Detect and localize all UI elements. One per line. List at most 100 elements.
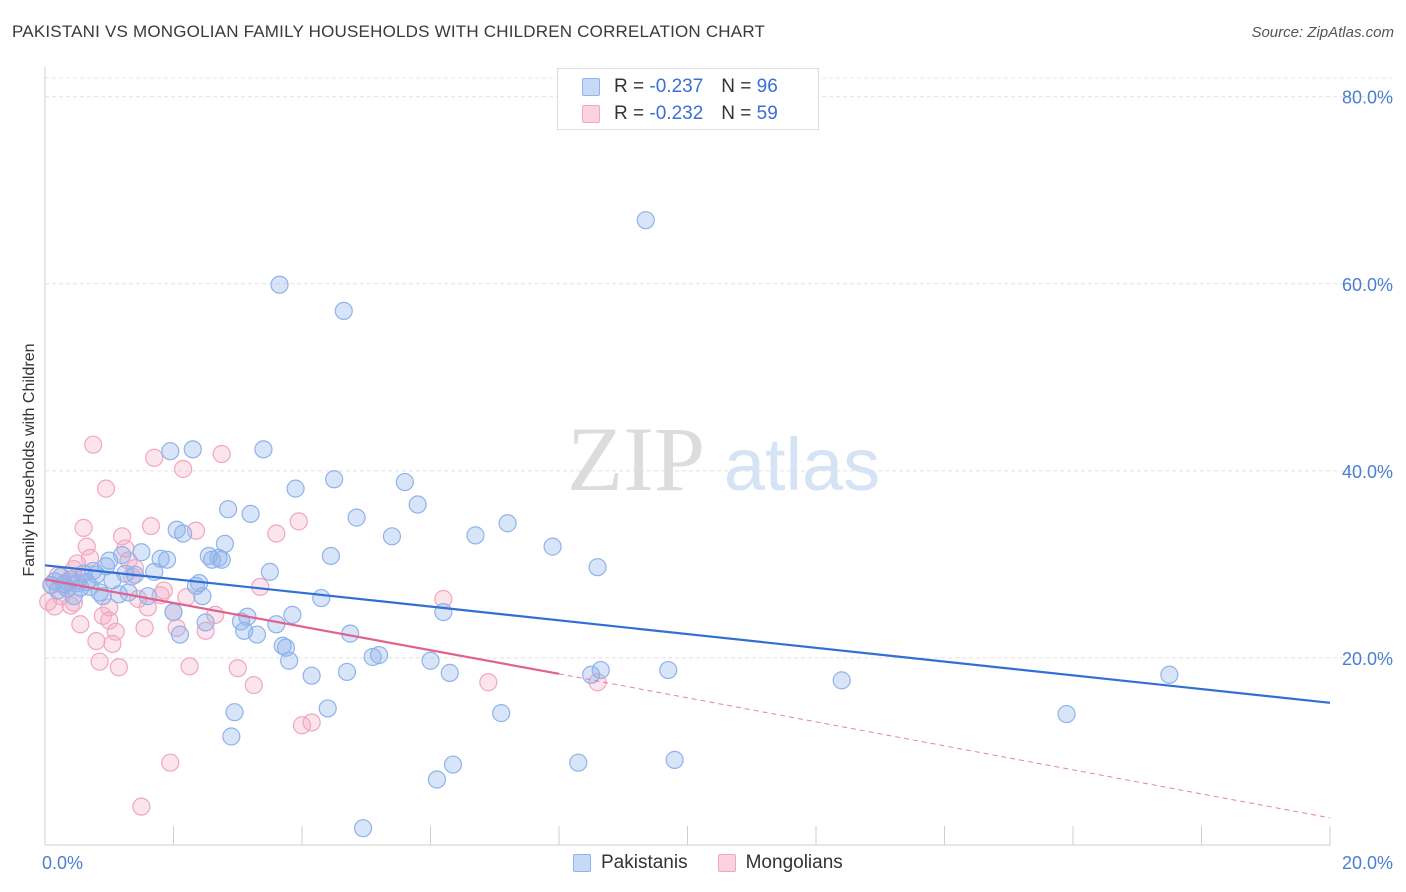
legend-r-value-pakistanis: -0.237 bbox=[649, 76, 704, 97]
pakistanis-point bbox=[215, 534, 234, 553]
mongolians-point bbox=[180, 657, 199, 676]
pakistanis-point bbox=[466, 526, 485, 545]
mongolians-point bbox=[125, 559, 145, 578]
pakistanis-point bbox=[157, 550, 177, 569]
legend-swatch-pakistanis bbox=[582, 78, 600, 96]
pakistanis-point bbox=[395, 472, 414, 492]
pakistanis-point bbox=[93, 587, 112, 606]
pakistanis-point bbox=[132, 543, 151, 562]
mongolians-point bbox=[267, 524, 286, 543]
series-swatch-mongolians bbox=[717, 854, 736, 872]
pakistanis-point bbox=[119, 583, 138, 602]
mongolians-point bbox=[90, 652, 109, 671]
pakistanis-point bbox=[588, 558, 607, 577]
mongolians-point bbox=[84, 435, 103, 454]
mongolians-point bbox=[154, 581, 173, 600]
pakistanis-point bbox=[337, 662, 357, 682]
pakistanis-point bbox=[193, 587, 212, 606]
grid-lines bbox=[45, 77, 1392, 659]
x-tick-label: 0.0% bbox=[42, 853, 83, 873]
pakistanis-trend-line bbox=[44, 564, 1331, 704]
legend-r-value-mongolians: -0.232 bbox=[649, 103, 704, 124]
pakistanis-point bbox=[183, 440, 202, 459]
pakistanis-point bbox=[273, 636, 292, 655]
source-credit: Source: ZipAtlas.com bbox=[1251, 24, 1394, 41]
series-label-pakistanis: Pakistanis bbox=[601, 852, 688, 873]
mongolians-point bbox=[244, 675, 263, 695]
y-tick-label: 60.0% bbox=[1342, 275, 1393, 295]
series-label-mongolians: Mongolians bbox=[745, 852, 843, 873]
pakistanis-point bbox=[267, 615, 286, 634]
pakistanis-point bbox=[260, 562, 279, 581]
mongolians-point bbox=[161, 753, 180, 772]
mongolians-point bbox=[141, 516, 161, 536]
watermark-zip: ZIP bbox=[567, 408, 705, 510]
mongolians-point bbox=[302, 713, 321, 732]
mongolians-point bbox=[132, 797, 151, 816]
pakistanis-point bbox=[421, 651, 440, 670]
pakistanis-point bbox=[832, 671, 851, 690]
pakistanis-point bbox=[283, 605, 302, 625]
mongolians-point bbox=[87, 631, 106, 651]
legend-n-label: N = bbox=[721, 76, 752, 97]
pakistanis-point bbox=[363, 647, 382, 667]
legend-n-value-pakistanis: 96 bbox=[756, 76, 778, 97]
pakistanis-point bbox=[1057, 704, 1076, 724]
pakistanis-point bbox=[492, 704, 511, 723]
legend-r-label: R = bbox=[614, 76, 645, 97]
pakistanis-point bbox=[280, 651, 299, 670]
x-tick-label: 20.0% bbox=[1342, 853, 1393, 873]
mongolians-trend-extension bbox=[558, 673, 1331, 819]
legend-n-label: N = bbox=[721, 103, 752, 124]
mongolians-trend-line bbox=[44, 578, 560, 675]
pakistanis-point bbox=[591, 660, 610, 680]
pakistanis-point bbox=[659, 660, 678, 680]
mongolians-point bbox=[100, 598, 119, 617]
pakistanis-point bbox=[569, 753, 588, 772]
mongolians-point bbox=[71, 615, 90, 634]
pakistanis-point bbox=[241, 504, 260, 523]
pakistanis-point bbox=[170, 625, 190, 644]
pakistanis-point bbox=[408, 495, 427, 514]
series-legend-pakistanis[interactable]: Pakistanis bbox=[573, 852, 688, 874]
pakistanis-point bbox=[219, 500, 238, 519]
mongolians-point bbox=[145, 448, 164, 467]
mongolians-point bbox=[135, 618, 154, 638]
pakistanis-point bbox=[443, 755, 463, 774]
mongolians-point bbox=[74, 518, 93, 538]
chart-title: PAKISTANI VS MONGOLIAN FAMILY HOUSEHOLDS… bbox=[12, 22, 766, 41]
axes bbox=[44, 67, 1331, 846]
pakistanis-point bbox=[382, 527, 402, 546]
pakistanis-point bbox=[202, 550, 222, 569]
pakistanis-point bbox=[174, 524, 193, 543]
pakistanis-point bbox=[312, 588, 331, 608]
mongolians-point bbox=[109, 658, 128, 677]
trend-lines bbox=[44, 564, 1331, 819]
pakistanis-point bbox=[370, 646, 389, 665]
pakistanis-point bbox=[353, 819, 373, 838]
mongolians-point bbox=[228, 659, 247, 678]
mongolians-point bbox=[96, 479, 116, 498]
pakistanis-point bbox=[321, 546, 341, 566]
pakistanis-point bbox=[1160, 665, 1179, 684]
pakistanis-point bbox=[347, 508, 366, 527]
tick-labels: 20.0% 40.0% 60.0% 80.0% 0.0% 20.0% bbox=[42, 88, 1393, 873]
pakistanis-point bbox=[318, 699, 337, 718]
series-legend-mongolians[interactable]: Mongolians bbox=[717, 852, 843, 874]
legend-row-pakistanis: R = -0.237 N = 96 bbox=[582, 75, 778, 99]
mongolians-point bbox=[100, 611, 119, 630]
pakistanis-point bbox=[325, 470, 344, 489]
pakistanis-point bbox=[334, 301, 353, 321]
pakistanis-point bbox=[247, 625, 267, 644]
pakistanis-point bbox=[164, 602, 183, 622]
mongolians-point bbox=[77, 537, 96, 556]
correlation-legend: R = -0.237 N = 96 R = -0.232 N = 59 bbox=[557, 68, 819, 130]
watermark: ZIP atlas bbox=[567, 408, 880, 510]
mongolians-point bbox=[212, 444, 231, 464]
pakistanis-point bbox=[254, 440, 273, 459]
pakistanis-point bbox=[112, 545, 132, 565]
pakistanis-point bbox=[543, 537, 562, 556]
pakistanis-point bbox=[222, 727, 241, 746]
mongolians-point bbox=[174, 459, 193, 479]
pakistanis-point bbox=[434, 602, 453, 622]
